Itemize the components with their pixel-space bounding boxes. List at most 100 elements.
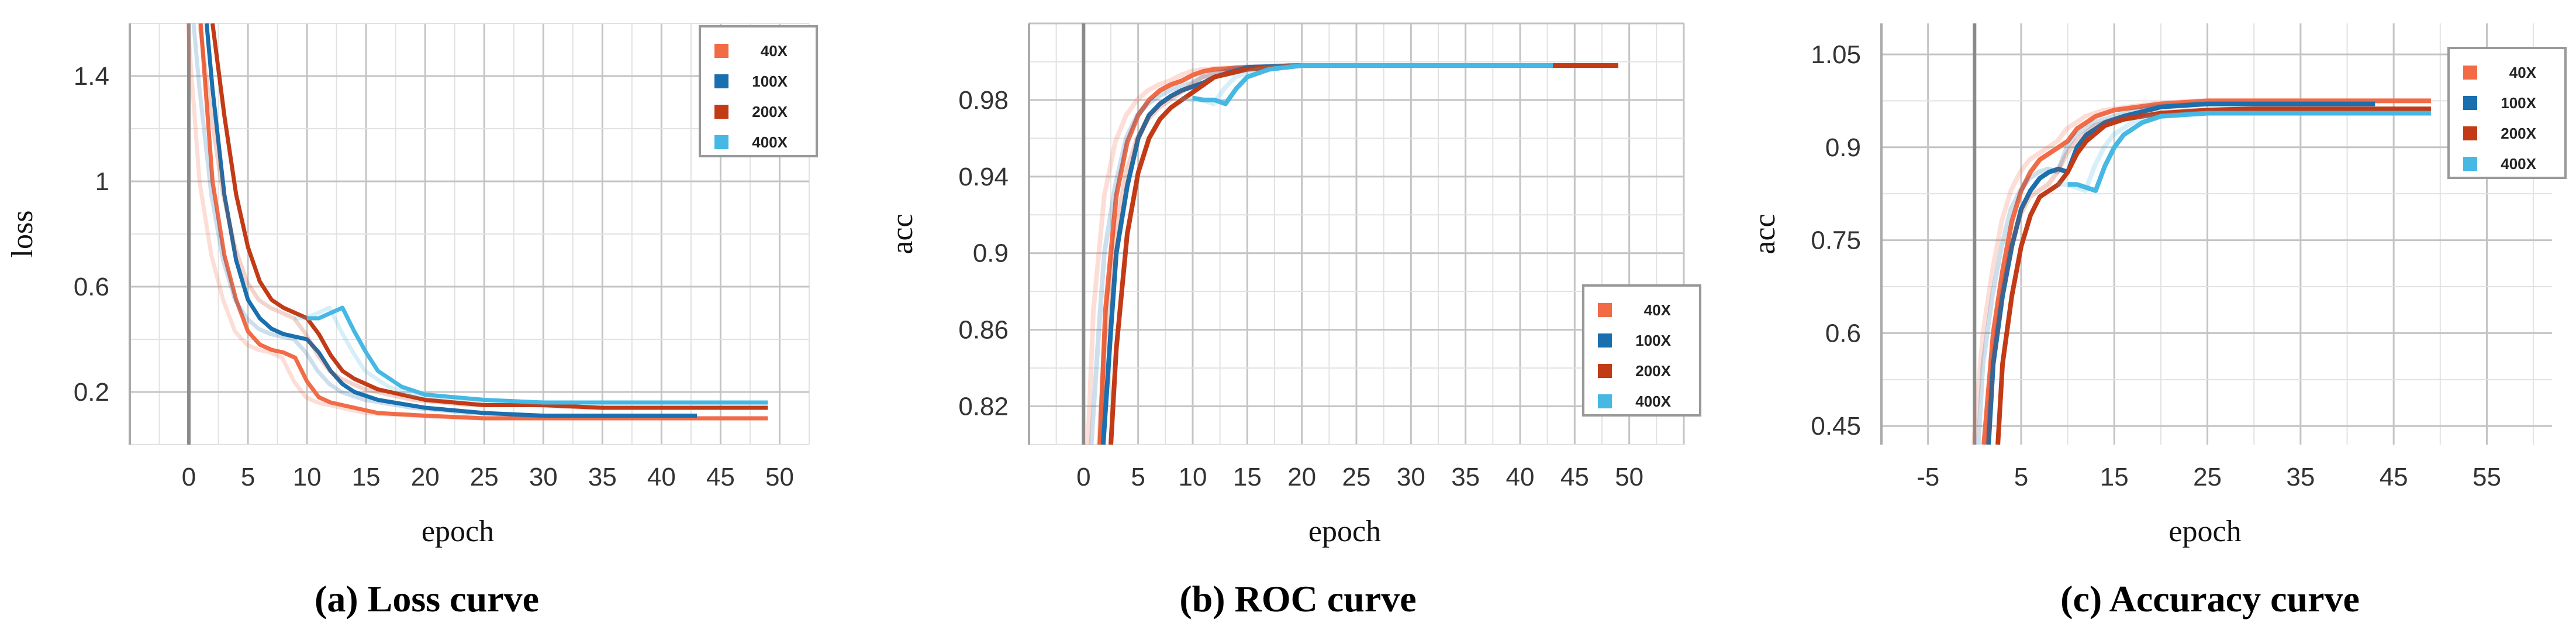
x-tick-label: 20 [411, 463, 440, 491]
x-tick-label: 15 [1233, 463, 1262, 491]
legend-swatch-400X [1598, 394, 1612, 408]
legend-label-100X: 100X [1635, 332, 1671, 349]
y-tick-label: 0.9 [1825, 133, 1861, 162]
x-tick-label: 25 [1342, 463, 1371, 491]
legend-label-40X: 40X [1644, 301, 1672, 319]
legend-swatch-200X [1598, 364, 1612, 378]
legend-label-200X: 200X [1635, 362, 1671, 380]
series-shadow-200X [197, 23, 755, 410]
legend-label-100X: 100X [752, 73, 788, 90]
legend-label-400X: 400X [2501, 155, 2536, 173]
legend-swatch-100X [2463, 96, 2477, 110]
y-tick-label: 0.98 [958, 86, 1009, 115]
y-tick-label: 0.9 [973, 239, 1009, 268]
x-axis-label: epoch [1308, 515, 1381, 548]
series-line-200X [210, 23, 768, 410]
x-tick-label: 30 [1397, 463, 1425, 491]
y-tick-label: 1.05 [1811, 40, 1861, 69]
x-tick-label: 25 [2193, 463, 2222, 491]
chart-caption: (a) Loss curve [315, 578, 539, 620]
x-tick-label: 30 [529, 463, 558, 491]
x-tick-label: 15 [2100, 463, 2129, 491]
series-shadow-40X [185, 23, 755, 421]
x-tick-label: 15 [352, 463, 381, 491]
y-tick-label: 0.86 [958, 316, 1009, 345]
x-axis-label: epoch [422, 515, 494, 548]
legend-label-200X: 200X [752, 103, 788, 121]
series-line-40X [1981, 98, 2431, 445]
legend-label-400X: 400X [752, 133, 788, 151]
series-shadow-200X [1985, 106, 2421, 445]
x-tick-label: 0 [182, 463, 196, 491]
y-tick-label: 0.6 [74, 273, 109, 301]
x-tick-label: 10 [293, 463, 322, 491]
x-tick-label: 5 [2014, 463, 2028, 491]
x-tick-label: 10 [1179, 463, 1207, 491]
legend-swatch-200X [714, 105, 728, 119]
y-tick-label: 0.6 [1825, 319, 1861, 348]
y-tick-label: 0.82 [958, 393, 1009, 421]
x-tick-label: 5 [241, 463, 255, 491]
x-tick-label: 35 [1451, 463, 1480, 491]
y-tick-label: 1 [95, 167, 109, 196]
chart-roc: 0 5 10 15 20 25 30 35 40 45 50 0.82 0.86 0.9 0.94 0.98 e… [886, 22, 1701, 620]
series-line-40X [198, 23, 768, 421]
legend: 40X 100X 200X 400X [1582, 284, 1701, 417]
x-tick-label: 45 [1560, 463, 1589, 491]
series-shadow-200X [1096, 63, 1607, 445]
legend-swatch-40X [1598, 303, 1612, 317]
legend-label-40X: 40X [761, 42, 788, 60]
series-line-400X [2067, 111, 2431, 193]
chart-caption: (c) Accuracy curve [2060, 578, 2360, 620]
legend-swatch-200X [2463, 126, 2477, 140]
y-tick-label: 0.75 [1811, 226, 1861, 255]
y-tick-label: 0.45 [1811, 412, 1861, 441]
y-axis-label: loss [6, 211, 39, 258]
series-line-400X [1192, 63, 1553, 106]
legend-swatch-40X [2463, 66, 2477, 80]
legend-swatch-40X [714, 44, 728, 58]
x-tick-label: -5 [1917, 463, 1939, 491]
chart-accuracy: -5 5 15 25 35 45 55 0.45 0.6 0.75 0.9 1.05 epoch acc (… [1748, 23, 2567, 620]
y-tick-label: 1.4 [74, 62, 109, 91]
series-line-400X [307, 305, 768, 405]
series-line-40X [1097, 63, 1618, 445]
y-tick-label: 0.2 [74, 378, 109, 407]
legend-swatch-100X [1598, 333, 1612, 348]
x-tick-label: 35 [588, 463, 617, 491]
x-tick-label: 35 [2286, 463, 2315, 491]
x-tick-label: 25 [470, 463, 499, 491]
legend: 40X 100X 200X 400X [699, 25, 818, 157]
legend-label-100X: 100X [2501, 94, 2536, 112]
legend-swatch-100X [714, 74, 728, 88]
legend-label-40X: 40X [2509, 64, 2537, 81]
legend-swatch-400X [714, 135, 728, 149]
x-tick-label: 40 [647, 463, 676, 491]
series-shadow-100X [191, 23, 684, 418]
x-tick-label: 5 [1131, 463, 1145, 491]
chart-loss: 0 5 10 15 20 25 30 35 40 45 50 0.2 0.6 1 1.4 epoch loss (… [6, 23, 818, 620]
series-line-100X [1100, 63, 1553, 445]
x-tick-label: 55 [2473, 463, 2501, 491]
y-axis-label: acc [886, 214, 919, 254]
x-tick-label: 0 [1076, 463, 1090, 491]
y-tick-label: 0.94 [958, 163, 1009, 191]
x-tick-label: 45 [2380, 463, 2408, 491]
x-tick-label: 20 [1287, 463, 1316, 491]
y-axis-label: acc [1748, 214, 1781, 254]
legend-label-400X: 400X [1635, 393, 1671, 410]
x-tick-label: 45 [706, 463, 735, 491]
chart-caption: (b) ROC curve [1179, 578, 1416, 620]
x-tick-label: 50 [765, 463, 794, 491]
x-tick-label: 50 [1615, 463, 1643, 491]
legend-label-200X: 200X [2501, 125, 2536, 142]
series-shadow-40X [1971, 98, 2421, 445]
series-line-200X [1995, 106, 2431, 445]
x-tick-label: 40 [1506, 463, 1535, 491]
series-line-200X [1109, 63, 1618, 445]
legend-swatch-400X [2463, 157, 2477, 171]
x-axis-label: epoch [2168, 515, 2241, 548]
legend: 40X 100X 200X 400X [2447, 47, 2567, 179]
series-line-100X [204, 23, 697, 418]
